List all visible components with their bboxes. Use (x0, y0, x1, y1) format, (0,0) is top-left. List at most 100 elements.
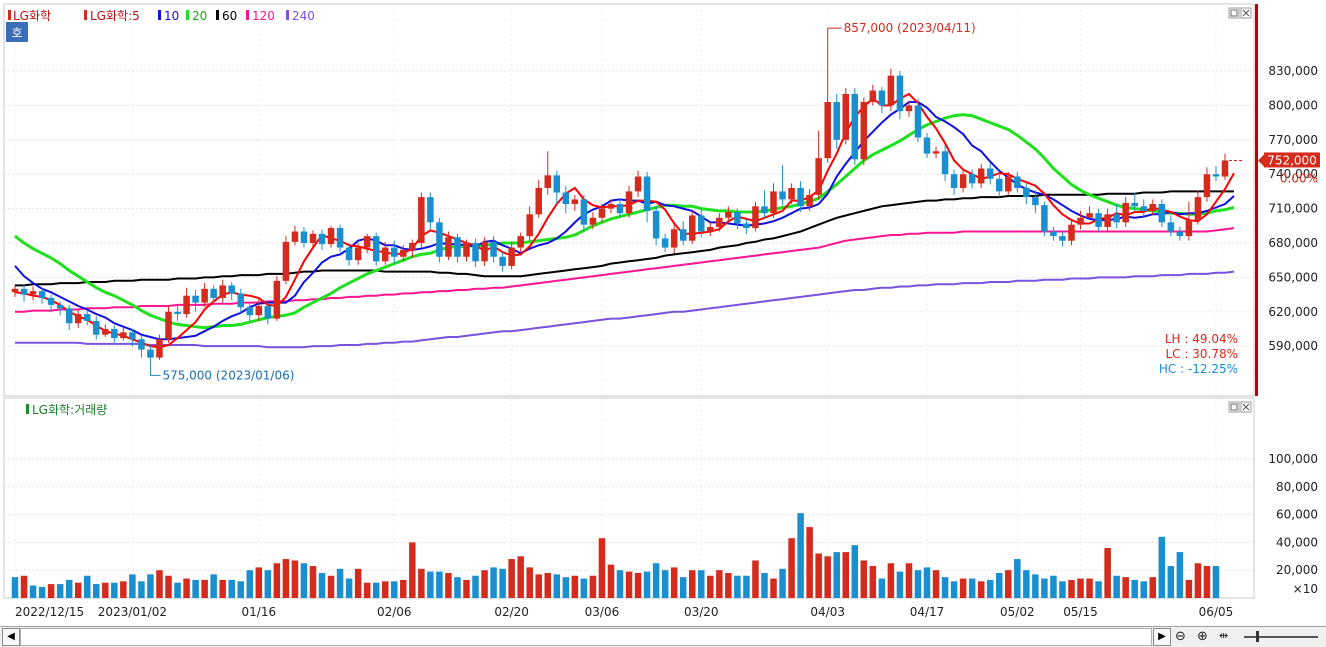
stat-lc: LC : 30.78% (1166, 347, 1239, 361)
candle-body (183, 295, 190, 315)
chart-canvas[interactable]: 830,000 800,000 770,000 740,000 710,000 680,0… (0, 0, 1326, 626)
candle-body (427, 197, 434, 223)
horizontal-scrollbar[interactable]: ◀ ▶ ⊖ ⊕ ⇹ (0, 626, 1326, 647)
volume-legend-title: LG화학:거래량 (32, 403, 107, 417)
candle-body (228, 285, 235, 294)
volume-bar (445, 572, 452, 598)
volume-bar (138, 581, 145, 598)
high-annotation: 857,000 (2023/04/11) (827, 21, 976, 41)
ma5-line (14, 92, 1235, 349)
candle-body (950, 174, 958, 188)
candle-body (111, 328, 118, 339)
volume-tick-label: 20,000 (1276, 563, 1318, 577)
price-pane-restore-button[interactable] (1228, 7, 1240, 19)
zoom-slider[interactable] (1244, 636, 1318, 638)
volume-pane-close-button[interactable] (1240, 401, 1252, 413)
candle-body (1122, 202, 1129, 223)
volume-bar (11, 577, 19, 598)
badge-button[interactable]: 호 (6, 22, 28, 42)
volume-bar (74, 582, 82, 598)
candle-body (698, 215, 705, 232)
volume-bar (688, 570, 696, 598)
volume-bar (111, 582, 118, 598)
candle-body (716, 217, 723, 227)
volume-legend: LG화학:거래량 (26, 403, 107, 417)
volume-bar (246, 570, 254, 598)
volume-pane[interactable] (3, 397, 1255, 599)
date-tick-label: 01/16 (242, 605, 277, 619)
volume-bar (165, 575, 172, 598)
volume-bar (20, 575, 28, 598)
candle-body (1158, 204, 1166, 223)
candle-body (761, 206, 768, 214)
volume-bar (1032, 574, 1039, 598)
volume-bar (824, 556, 831, 598)
candle-body (562, 192, 570, 205)
candle-body (788, 187, 795, 200)
zoom-in-icon[interactable]: ⊕ (1197, 629, 1208, 644)
candle-body (354, 247, 362, 261)
candle-body (589, 217, 597, 225)
candle-body (1095, 213, 1102, 227)
candle-body (219, 285, 226, 299)
volume-bar (1212, 566, 1220, 598)
low-annotation-label: 575,000 (2023/01/06) (162, 368, 294, 382)
candle-body (192, 295, 199, 303)
candle-body (752, 206, 759, 229)
volume-bar (1167, 566, 1175, 598)
volume-tick-label: 40,000 (1276, 535, 1318, 549)
candle-body (652, 210, 660, 239)
volume-bar (1068, 579, 1075, 598)
ma120-line (15, 227, 1235, 313)
candle-body (74, 314, 82, 324)
ma240-line (15, 270, 1235, 349)
candle-body (643, 176, 651, 211)
scroll-right-button[interactable]: ▶ (1153, 628, 1171, 646)
volume-bar (950, 581, 958, 598)
zoom-slider-handle[interactable] (1256, 631, 1259, 642)
candle-body (770, 191, 777, 214)
date-tick-label: 02/20 (494, 605, 529, 619)
candle-body (526, 214, 533, 237)
volume-bar (707, 575, 714, 598)
candle-body (833, 101, 840, 140)
candle-body (381, 247, 389, 262)
candlesticks (11, 40, 1229, 364)
volume-bar (156, 570, 163, 598)
candle-body (1194, 197, 1202, 221)
volume-bar (372, 582, 380, 598)
candle-body (707, 226, 714, 232)
bar-spacing-icon[interactable]: ⇹ (1219, 629, 1229, 642)
volume-bar (625, 571, 633, 598)
candle-body (625, 191, 633, 214)
candle-body (445, 237, 452, 257)
candle-body (1176, 231, 1184, 237)
range-stats: LH : 49.04% LC : 30.78% HC : -12.25% (1159, 332, 1238, 376)
volume-bar (517, 556, 524, 598)
candle-body (174, 311, 181, 315)
volume-bar (607, 564, 615, 598)
scroll-track[interactable] (20, 628, 1152, 646)
volume-bar (851, 545, 859, 598)
price-tick-label: 740,000 (1268, 167, 1318, 181)
volume-bar (1086, 578, 1093, 598)
volume-bar (102, 582, 109, 598)
candle-body (580, 199, 588, 225)
volume-pane-restore-button[interactable] (1228, 401, 1240, 413)
volume-bar (65, 579, 73, 598)
candle-body (165, 311, 172, 340)
current-price-label: 752,000 (1267, 153, 1317, 167)
candle-body (544, 175, 552, 188)
zoom-out-icon[interactable]: ⊖ (1175, 629, 1186, 644)
volume-bar (381, 581, 389, 598)
volume-bar (535, 574, 542, 598)
date-tick-label: 2023/01/02 (98, 605, 167, 619)
moving-average-lines (14, 92, 1235, 349)
candle-body (147, 349, 154, 358)
candle-body (418, 197, 425, 243)
price-pane-close-button[interactable] (1240, 7, 1252, 19)
candle-body (679, 229, 687, 241)
legend-ma10: 10 (164, 9, 179, 23)
scroll-left-button[interactable]: ◀ (2, 628, 20, 646)
